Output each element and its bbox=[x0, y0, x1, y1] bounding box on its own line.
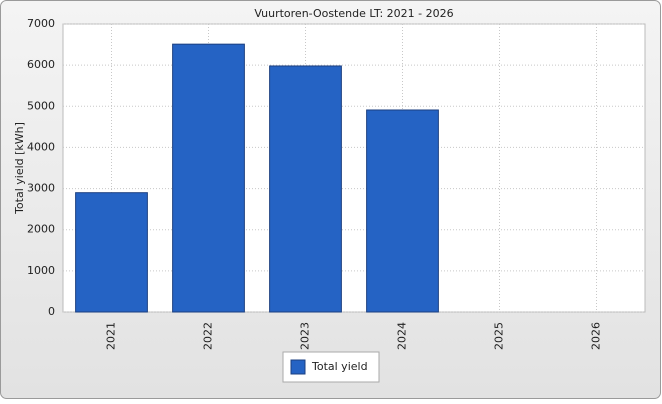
legend-swatch bbox=[290, 359, 306, 375]
x-tick-label: 2022 bbox=[202, 322, 215, 350]
bar bbox=[75, 192, 148, 313]
chart-title: Vuurtoren-Oostende LT: 2021 - 2026 bbox=[254, 7, 453, 20]
bar bbox=[172, 43, 245, 313]
bar bbox=[269, 65, 342, 313]
y-tick-label: 5000 bbox=[27, 99, 55, 112]
x-tick-label: 2023 bbox=[299, 322, 312, 350]
plot-area bbox=[62, 23, 646, 313]
y-tick-label: 2000 bbox=[27, 223, 55, 236]
y-tick-label: 0 bbox=[48, 305, 55, 318]
y-tick-label: 3000 bbox=[27, 182, 55, 195]
y-tick-label: 1000 bbox=[27, 264, 55, 277]
x-tick-label: 2021 bbox=[105, 322, 118, 350]
legend-label: Total yield bbox=[311, 360, 368, 373]
y-axis-label: Total yield [kWh] bbox=[13, 122, 26, 215]
x-tick-label: 2024 bbox=[396, 322, 409, 350]
bar bbox=[366, 109, 439, 313]
x-tick-label: 2026 bbox=[590, 322, 603, 350]
y-tick-label: 4000 bbox=[27, 140, 55, 153]
y-tick-label: 7000 bbox=[27, 17, 55, 30]
y-tick-label: 6000 bbox=[27, 58, 55, 71]
x-tick-label: 2025 bbox=[493, 322, 506, 350]
